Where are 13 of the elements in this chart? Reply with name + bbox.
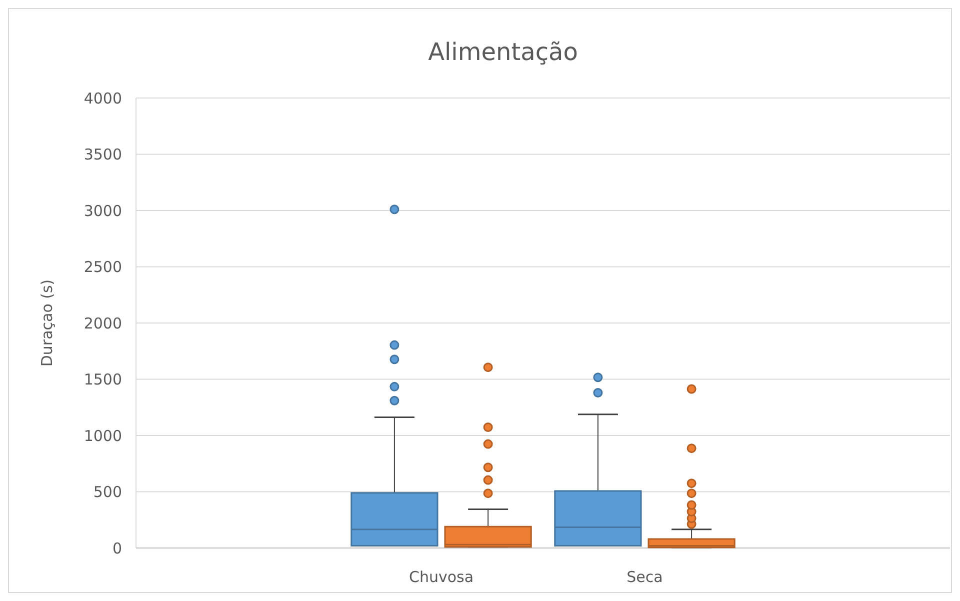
y-tick-label: 3500 xyxy=(84,146,122,164)
y-tick-label: 2500 xyxy=(84,258,122,276)
y-tick-label: 1000 xyxy=(84,426,122,445)
y-tick-label: 1500 xyxy=(84,370,122,388)
chart-title: Alimentação xyxy=(428,38,578,66)
y-tick-label: 4000 xyxy=(84,89,122,108)
y-tick-label: 0 xyxy=(112,539,122,558)
y-tick-label: 3000 xyxy=(84,202,122,220)
x-tick-label: Chuvosa xyxy=(408,568,474,586)
y-axis-title: Duraçao (s) xyxy=(38,279,56,367)
y-tick-label: 500 xyxy=(93,483,122,501)
x-tick-label: Seca xyxy=(626,568,663,586)
y-tick-label: 2000 xyxy=(84,314,122,332)
